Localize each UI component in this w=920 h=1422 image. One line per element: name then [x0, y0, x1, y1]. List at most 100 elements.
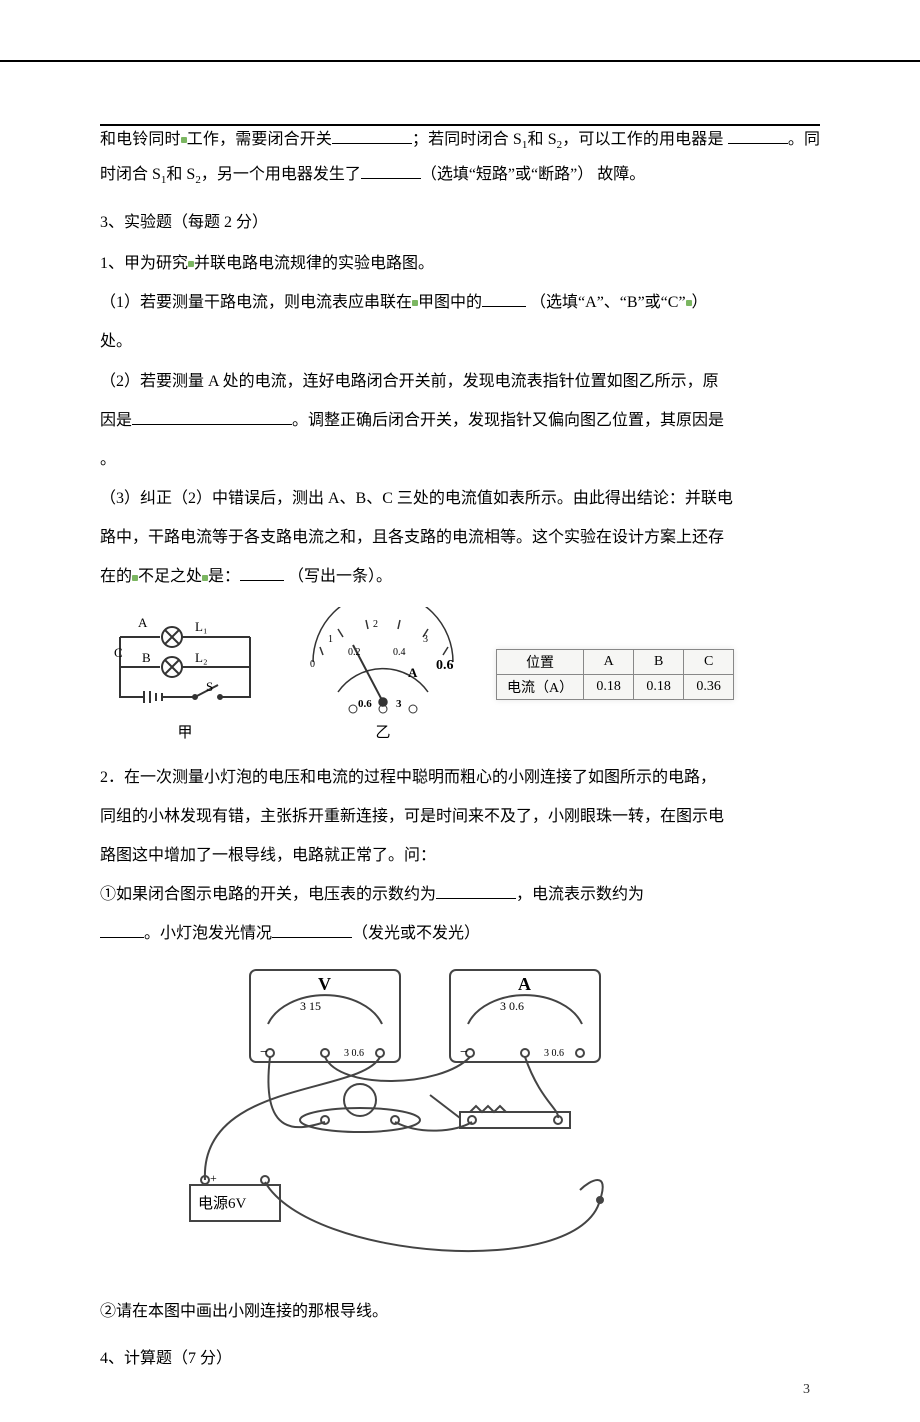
top-rule: [100, 124, 820, 126]
text: 和电铃同时: [100, 131, 181, 148]
blank: [361, 163, 421, 179]
blank: [728, 128, 788, 144]
dial-outer-2: 2: [373, 619, 378, 630]
text: ）: [692, 294, 708, 311]
text: 1、甲为研究: [100, 255, 188, 272]
fig-yi: 1 2 3 0.2 0.4 0.6 A 0 0.6 3 乙: [298, 607, 468, 742]
dial-outer-1: 1: [328, 634, 333, 645]
q2-a: 2．在一次测量小灯泡的电压和电流的过程中聪明而粗心的小刚连接了如图所示的电路，: [100, 760, 820, 795]
text: ①如果闭合图示电路的开关，电压表的示数约为: [100, 886, 436, 903]
dial-zero: 0: [310, 659, 315, 670]
fig-jia-label: 甲: [177, 721, 192, 742]
dial-unit: A: [408, 665, 418, 680]
text: （选填“A”、“B”或“C”: [530, 294, 686, 311]
text: （1）若要测量干路电流，则电流表应串联在: [100, 294, 412, 311]
q1-part1-tail: 处。: [100, 324, 820, 359]
q1-part2-d: 。: [100, 442, 820, 477]
q2-c: 路图这中增加了一根导线，电路就正常了。问：: [100, 838, 820, 873]
ammeter-minus: −: [460, 1045, 468, 1060]
q1-part1: （1）若要测量干路电流，则电流表应串联在甲图中的 （选填“A”、“B”或“C” ）: [100, 285, 820, 320]
voltmeter-minus: −: [260, 1045, 268, 1060]
blank: [240, 565, 284, 581]
fig-circuit-big: V 3 15 − 3 0.6 A 3 0.6 − 3 0.6 + 电源6V: [160, 960, 820, 1280]
text: 因是: [100, 412, 132, 429]
label-L2: L₂: [195, 650, 207, 665]
dial-inner: 0.6: [358, 698, 372, 710]
text: 甲图中的: [418, 294, 482, 311]
q2-h: ②请在本图中画出小刚连接的那根导线。: [100, 1294, 820, 1329]
text: （选填“短路”或“断路”）: [421, 166, 593, 183]
blank: [482, 291, 526, 307]
text: 工作，需要闭合开关: [187, 131, 332, 148]
label-A: A: [138, 615, 148, 630]
label-C: C: [114, 645, 123, 660]
text: 和 S: [166, 166, 195, 183]
current-table: 位置 A B C 电流（A） 0.18 0.18 0.36: [496, 649, 734, 700]
label-B: B: [142, 650, 151, 665]
fig-table: 位置 A B C 电流（A） 0.18 0.18 0.36: [496, 649, 734, 700]
ammeter-dial: 1 2 3 0.2 0.4 0.6 A 0 0.6 3: [298, 607, 468, 717]
ammeter-scale: 3 0.6: [500, 999, 524, 1013]
page-number: 3: [803, 1382, 810, 1398]
q2-f: 。小灯泡发光情况 （发光或不发光）: [100, 916, 820, 951]
dial-inner-3: 3: [396, 698, 402, 710]
para-continuation: 和电铃同时工作，需要闭合开关；若同时闭合 S1和 S2，可以工作的用电器是 。同…: [100, 122, 820, 193]
text: ，可以工作的用电器是: [562, 131, 723, 148]
table-cell: A: [584, 649, 634, 674]
text: 。小灯泡发光情况: [144, 925, 272, 942]
blank: [332, 128, 412, 144]
table-cell: C: [684, 649, 734, 674]
text: 并联电路电流规律的实验电路图。: [194, 255, 434, 272]
table-cell: B: [634, 649, 684, 674]
text: ，另一个用电器发生了: [201, 166, 361, 183]
text: （发光或不发光）: [352, 925, 480, 942]
circuit-jia-svg: A L₁ C B L₂ S: [100, 607, 270, 717]
table-row: 电流（A） 0.18 0.18 0.36: [497, 674, 734, 699]
text: 。调整正确后闭合开关，发现指针又偏向图乙位置，其原因是: [292, 412, 724, 429]
page-content: 和电铃同时工作，需要闭合开关 ；若同时闭合 S 1 和 S 2 ，可以工作的用电器是 。同…: [0, 60, 920, 1422]
text: 故障。: [597, 166, 645, 183]
table-cell: 位置: [497, 649, 584, 674]
text: 是：: [208, 568, 240, 585]
q1-part3-c: 在的不足之处是： （写出一条）。: [100, 559, 820, 594]
fig-jia: A L₁ C B L₂ S 甲: [100, 607, 270, 742]
table-cell: 0.18: [584, 674, 634, 699]
text: 不足之处: [138, 568, 202, 585]
q1-part3-b: 路中，干路电流等于各支路电流之和，且各支路的电流相等。这个实验在设计方案上还存: [100, 520, 820, 555]
dial-06: 0.6: [436, 658, 454, 673]
fig-yi-label: 乙: [375, 721, 390, 742]
q2-d: ①如果闭合图示电路的开关，电压表的示数约为 ，电流表示数约为: [100, 877, 820, 912]
section-3-heading: 3、实验题（每题 2 分）: [100, 205, 820, 240]
voltmeter-terms: 3 0.6: [344, 1048, 364, 1059]
text: （写出一条）。: [288, 568, 392, 585]
voltmeter-scale: 3 15: [300, 999, 321, 1013]
table-cell: 0.36: [684, 674, 734, 699]
blank: [272, 922, 352, 938]
table-cell: 电流（A）: [497, 674, 584, 699]
q2-b: 同组的小林发现有错，主张拆开重新连接，可是时间来不及了，小刚眼珠一转，在图示电: [100, 799, 820, 834]
ammeter-letter: A: [518, 974, 531, 994]
figure-row-1: A L₁ C B L₂ S 甲 1 2 3 0.: [100, 607, 820, 742]
q1-intro: 1、甲为研究并联电路电流规律的实验电路图。: [100, 246, 820, 281]
label-L1: L₁: [195, 619, 207, 634]
dial-outer-3: 3: [423, 634, 428, 645]
section-4-heading: 4、计算题（7 分）: [100, 1341, 820, 1376]
q1-part2-b: 因是 。调整正确后闭合开关，发现指针又偏向图乙位置，其原因是: [100, 403, 820, 438]
q1-part3-a: （3）纠正（2）中错误后，测出 A、B、C 三处的电流值如表所示。由此得出结论：…: [100, 481, 820, 516]
ammeter-terms: 3 0.6: [544, 1048, 564, 1059]
blank: [100, 922, 144, 938]
power-label: 电源6V: [198, 1195, 247, 1212]
blank: [436, 883, 516, 899]
dial-sub-2: 0.4: [393, 647, 406, 658]
text: 在的: [100, 568, 132, 585]
table-cell: 0.18: [634, 674, 684, 699]
text: ，电流表示数约为: [516, 886, 644, 903]
voltmeter-letter: V: [318, 974, 331, 994]
text: ；若同时闭合 S: [412, 131, 522, 148]
table-row: 位置 A B C: [497, 649, 734, 674]
blank: [132, 409, 292, 425]
svg-text:+: +: [210, 1171, 217, 1185]
dial-sub-1: 0.2: [348, 647, 361, 658]
text: 和 S: [527, 131, 556, 148]
label-S: S: [206, 679, 213, 694]
